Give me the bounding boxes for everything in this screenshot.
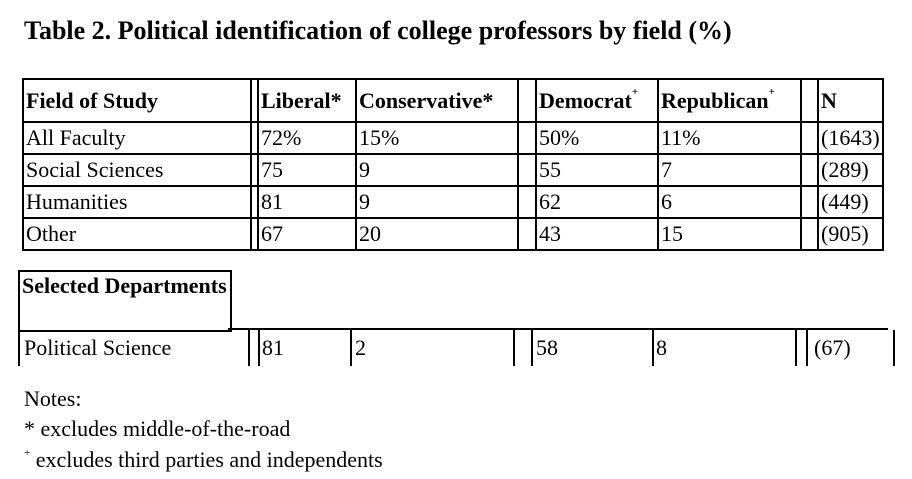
vertical-rule	[513, 330, 515, 366]
data-cell: 6	[657, 185, 802, 219]
data-row: Humanities 81 9 62 6 (449)	[22, 185, 884, 219]
header-cell: Field of Study	[22, 78, 252, 123]
data-cell: (1643)	[817, 121, 884, 155]
spacer-cell	[250, 153, 259, 187]
data-row: Social Sciences 75 9 55 7 (289)	[22, 153, 884, 187]
data-cell: 20	[355, 217, 519, 251]
data-cell: 62	[535, 185, 659, 219]
spacer-cell	[517, 217, 537, 251]
data-cell: 75	[257, 153, 357, 187]
spacer-cell	[517, 78, 537, 123]
spacer-cell	[250, 78, 259, 123]
section-label: Selected Departments	[18, 270, 232, 332]
data-cell: 50%	[535, 121, 659, 155]
data-cell: 9	[355, 185, 519, 219]
data-cell: 43	[535, 217, 659, 251]
header-text: Conservative*	[359, 87, 494, 113]
notes-heading: Notes:	[24, 386, 82, 411]
data-cell: 7	[657, 153, 802, 187]
data-cell: 58	[536, 335, 558, 360]
vertical-rule	[652, 330, 654, 366]
header-row: Field of Study Liberal* Conservative* Democ…	[22, 78, 884, 123]
header-cell: Democrat+	[535, 78, 659, 123]
data-cell: Political Science	[24, 335, 172, 360]
vertical-rule	[795, 330, 797, 366]
spacer-cell	[800, 153, 819, 187]
table: Field of Study Liberal* Conservative* Democ…	[22, 78, 884, 251]
row-rule	[228, 328, 888, 330]
header-text: Republican	[661, 87, 769, 113]
spacer-cell	[250, 121, 259, 155]
data-cell: Social Sciences	[22, 153, 252, 187]
header-sup: +	[631, 85, 639, 98]
data-row: Other 67 20 43 15 (905)	[22, 217, 884, 251]
data-cell: 55	[535, 153, 659, 187]
spacer-cell	[800, 78, 819, 123]
header-text: Liberal*	[261, 87, 342, 113]
vertical-rule	[806, 330, 808, 366]
header-cell: Conservative*	[355, 78, 519, 123]
data-cell: 9	[355, 153, 519, 187]
header-text: Field of Study	[26, 87, 159, 113]
data-cell: 72%	[257, 121, 357, 155]
header-cell: Liberal*	[257, 78, 357, 123]
data-cell: 81	[257, 185, 357, 219]
header-sup: +	[768, 85, 775, 98]
data-cell: (289)	[817, 153, 884, 187]
data-cell: Other	[22, 217, 252, 251]
note-item: * excludes middle-of-the-road	[24, 416, 290, 442]
vertical-rule	[531, 330, 533, 366]
data-cell: (67)	[814, 335, 851, 360]
data-cell: (905)	[817, 217, 884, 251]
note-mark: +	[24, 447, 31, 459]
spacer-cell	[517, 153, 537, 187]
data-cell: Humanities	[22, 185, 252, 219]
header-cell: Republican+	[657, 78, 802, 123]
note-item: + excludes third parties and independent…	[24, 447, 383, 473]
data-cell: All Faculty	[22, 121, 252, 155]
vertical-rule	[893, 330, 895, 366]
vertical-rule	[258, 330, 260, 366]
spacer-cell	[517, 121, 537, 155]
data-cell: 15%	[355, 121, 519, 155]
data-cell: 8	[656, 335, 667, 360]
data-cell: (449)	[817, 185, 884, 219]
note-text: excludes middle-of-the-road	[40, 416, 291, 441]
data-cell: 11%	[657, 121, 802, 155]
spacer-cell	[800, 185, 819, 219]
note-mark: *	[24, 416, 35, 441]
spacer-cell	[517, 185, 537, 219]
data-cell: 81	[262, 335, 284, 360]
vertical-rule	[18, 330, 20, 366]
spacer-cell	[250, 217, 259, 251]
spacer-cell	[800, 121, 819, 155]
data-cell: 15	[657, 217, 802, 251]
data-row: All Faculty 72% 15% 50% 11% (1643)	[22, 121, 884, 155]
data-cell: 67	[257, 217, 357, 251]
spacer-cell	[250, 185, 259, 219]
data-cell: 2	[355, 335, 366, 360]
vertical-rule	[350, 330, 352, 366]
vertical-rule	[248, 330, 250, 366]
spacer-cell	[800, 217, 819, 251]
note-text: excludes third parties and independents	[35, 447, 383, 472]
table-title: Table 2. Political identification of col…	[24, 16, 732, 45]
header-cell: N	[817, 78, 884, 123]
header-text: N	[821, 87, 837, 113]
header-text: Democrat	[539, 87, 632, 113]
